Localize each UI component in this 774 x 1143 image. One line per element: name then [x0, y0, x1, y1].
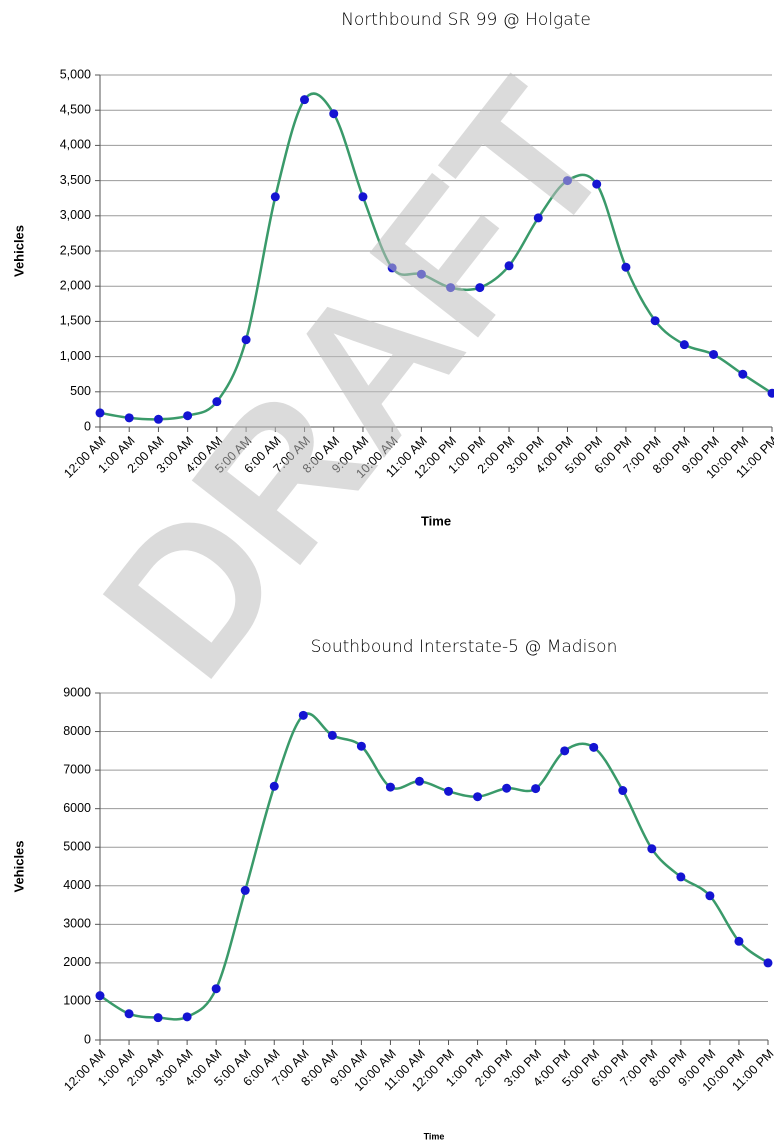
data-point — [473, 792, 483, 802]
data-point — [182, 1012, 192, 1022]
data-point — [211, 984, 221, 994]
data-point — [446, 283, 456, 293]
data-point — [95, 408, 105, 418]
data-point — [589, 742, 599, 752]
data-point — [767, 388, 774, 398]
y-tick-label: 1,000 — [60, 349, 91, 363]
data-point — [329, 109, 339, 119]
y-tick-label: 9000 — [63, 685, 91, 699]
x-axis-label: Time — [424, 1131, 445, 1141]
data-point — [676, 872, 686, 882]
data-point — [560, 746, 570, 756]
data-point — [241, 335, 251, 345]
y-tick-label: 2000 — [63, 955, 91, 969]
data-point — [270, 192, 280, 202]
data-point — [153, 414, 163, 424]
y-tick-label: 2,000 — [60, 278, 91, 292]
data-point — [592, 179, 602, 189]
data-point — [734, 936, 744, 946]
data-point — [416, 269, 426, 279]
data-point — [618, 786, 628, 796]
y-tick-label: 4000 — [63, 878, 91, 892]
data-point — [153, 1013, 163, 1023]
data-point — [240, 885, 250, 895]
data-point — [300, 95, 310, 105]
y-tick-label: 5000 — [63, 840, 91, 854]
data-point — [95, 991, 105, 1001]
data-point — [444, 786, 454, 796]
y-tick-label: 5,000 — [60, 67, 91, 81]
data-point — [709, 349, 719, 359]
y-tick-label: 3,500 — [60, 173, 91, 187]
y-tick-label: 8000 — [63, 724, 91, 738]
data-point — [562, 176, 572, 186]
data-point — [414, 776, 424, 786]
x-tick-label: 12:00 AM — [61, 1047, 108, 1094]
y-tick-label: 7000 — [63, 762, 91, 776]
y-axis-label: Vehicles — [11, 840, 26, 892]
y-tick-label: 1,500 — [60, 314, 91, 328]
y-tick-label: 2,500 — [60, 243, 91, 257]
data-point — [212, 397, 222, 407]
data-point — [647, 844, 657, 854]
data-point — [705, 891, 715, 901]
data-point — [763, 958, 773, 968]
data-point — [387, 263, 397, 273]
data-point — [621, 262, 631, 272]
data-point — [531, 784, 541, 794]
x-axis-label: Time — [421, 513, 451, 528]
data-point — [738, 369, 748, 379]
y-tick-label: 3,000 — [60, 208, 91, 222]
y-tick-label: 6000 — [63, 801, 91, 815]
y-tick-label: 4,500 — [60, 102, 91, 116]
y-tick-label: 0 — [84, 419, 91, 433]
data-point — [504, 261, 514, 271]
data-point — [327, 730, 337, 740]
data-point — [124, 413, 134, 423]
chart-title: Southbound Interstate-5 @ Madison — [311, 637, 618, 657]
x-tick-label: 12:00 AM — [61, 434, 108, 481]
data-point — [475, 283, 485, 293]
y-tick-label: 4,000 — [60, 138, 91, 152]
y-tick-label: 3000 — [63, 917, 91, 931]
y-axis-label: Vehicles — [11, 225, 26, 277]
data-point — [679, 340, 689, 350]
data-point — [385, 782, 395, 792]
data-point — [356, 741, 366, 751]
y-tick-label: 500 — [70, 384, 91, 398]
series-line — [99, 712, 769, 1021]
data-point — [183, 411, 193, 421]
data-point — [298, 710, 308, 720]
y-tick-label: 1000 — [63, 994, 91, 1008]
data-point — [650, 316, 660, 326]
data-point — [533, 213, 543, 223]
chart-title: Northbound SR 99 @ Holgate — [341, 10, 591, 30]
data-point — [358, 192, 368, 202]
data-point — [124, 1009, 134, 1019]
data-point — [502, 783, 512, 793]
data-point — [269, 781, 279, 791]
y-tick-label: 0 — [84, 1032, 91, 1046]
